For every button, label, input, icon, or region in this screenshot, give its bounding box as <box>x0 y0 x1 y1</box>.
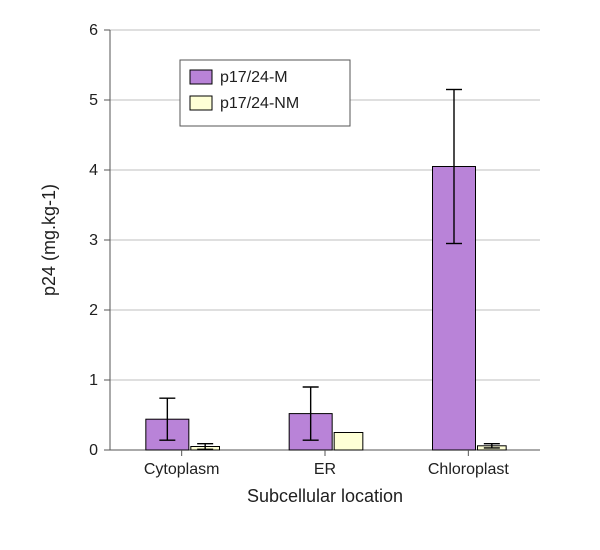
bar-chart: 0 1 2 3 4 5 6 Cytoplasm ER Chloroplast Subcellular… <box>0 0 600 550</box>
bar-p17-24-nm <box>334 433 363 451</box>
legend-swatch <box>190 70 212 84</box>
x-tick-label: Cytoplasm <box>144 461 220 478</box>
y-tick-label: 2 <box>89 302 98 319</box>
y-tick-label: 5 <box>89 92 98 109</box>
x-tick-label: ER <box>314 461 336 478</box>
y-tick-label: 6 <box>89 22 98 39</box>
y-tick-label: 0 <box>89 442 98 459</box>
x-axis-title: Subcellular location <box>247 486 403 506</box>
chart-container: 0 1 2 3 4 5 6 Cytoplasm ER Chloroplast Subcellular… <box>0 0 600 550</box>
legend-label: p17/24-NM <box>220 95 299 112</box>
y-tick-label: 1 <box>89 372 98 389</box>
legend-swatch <box>190 96 212 110</box>
y-tick-label: 3 <box>89 232 98 249</box>
x-tick-label: Chloroplast <box>428 461 509 478</box>
legend-label: p17/24-M <box>220 69 288 86</box>
y-axis-title: p24 (mg.kg-1) <box>39 184 59 296</box>
y-tick-label: 4 <box>89 162 98 179</box>
